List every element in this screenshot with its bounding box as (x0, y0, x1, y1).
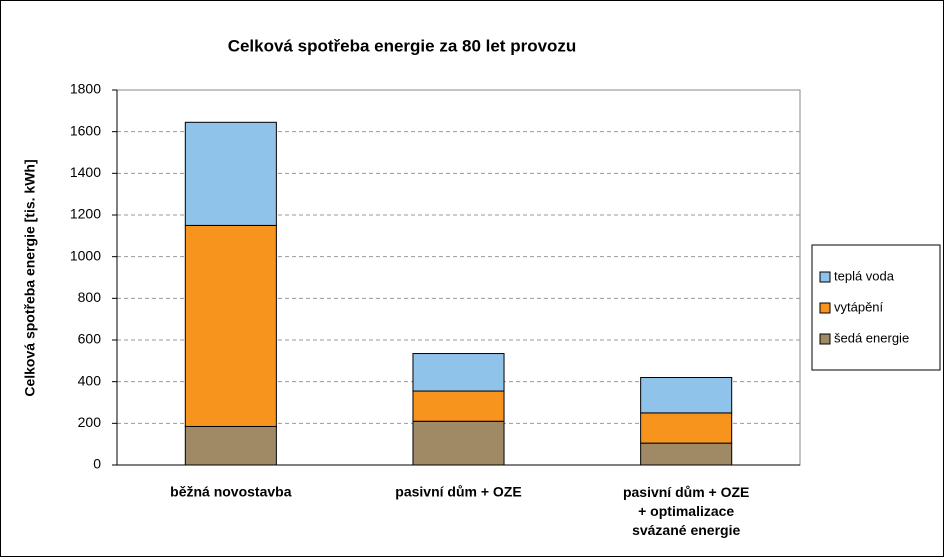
y-tick-label: 1000 (70, 247, 101, 263)
y-axis-label: Celková spotřeba energie [tis. kWh] (22, 159, 38, 396)
y-tick-label: 1200 (70, 206, 101, 222)
y-tick-label: 200 (78, 414, 102, 430)
bar-segment (640, 442, 733, 466)
bar-segment (412, 390, 505, 422)
y-tick-label: 1600 (70, 122, 101, 138)
x-tick-label: běžná novostavba (170, 484, 292, 500)
y-tick-label: 600 (78, 331, 102, 347)
y-tick-label: 0 (93, 456, 101, 472)
legend-label: teplá voda (834, 268, 895, 283)
legend-swatch (819, 302, 831, 314)
legend-label: vytápění (834, 299, 884, 314)
y-tick-label: 400 (78, 372, 102, 388)
bar-segment (184, 425, 277, 466)
legend-swatch (819, 271, 831, 283)
y-tick-label: 800 (78, 289, 102, 305)
x-tick-label: pasivní dům + OZE + optimalizace svázané e… (623, 484, 749, 538)
legend-label: šedá energie (834, 330, 909, 345)
bar-segment (412, 353, 505, 392)
bar-segment (184, 224, 277, 427)
y-tick-label: 1800 (70, 81, 101, 97)
y-tick-label: 1400 (70, 164, 101, 180)
bar-segment (184, 121, 277, 226)
chart-title: Celková spotřeba energie za 80 let provo… (228, 36, 577, 55)
bar-segment (640, 412, 733, 444)
bar-segment (412, 420, 505, 466)
legend-swatch (819, 333, 831, 345)
legend-box (811, 244, 941, 371)
bar-segment (640, 377, 733, 414)
x-tick-label: pasivní dům + OZE (395, 484, 521, 500)
